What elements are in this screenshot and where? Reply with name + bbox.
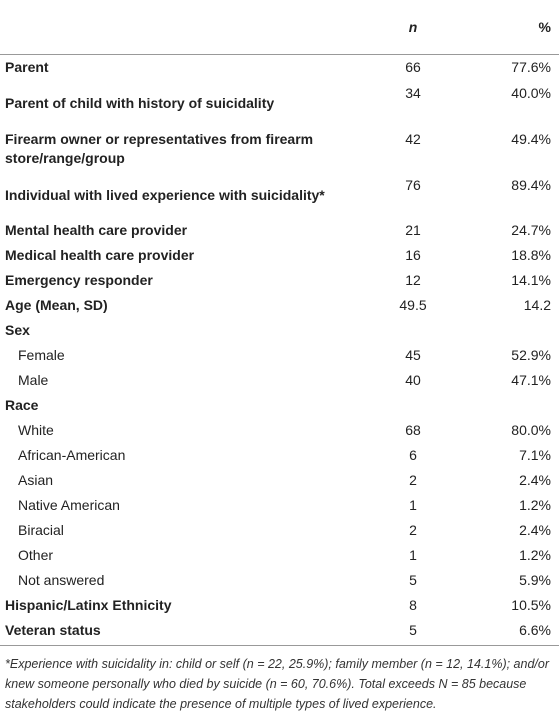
row-label: Firearm owner or representatives from fi…	[5, 131, 314, 166]
row-label: Mental health care provider	[5, 222, 188, 238]
table-row: Female 45 52.9%	[0, 343, 559, 368]
table-row: Parent 66 77.6%	[0, 55, 559, 81]
table-row: Parent of child with history of suicidal…	[0, 80, 559, 126]
percent-cell: 77.6%	[511, 59, 551, 75]
table-row: Veteran status 5 6.6%	[0, 618, 559, 643]
row-label: Asian	[18, 472, 54, 488]
percent-cell: 6.6%	[519, 622, 551, 638]
empty-cell	[478, 393, 559, 418]
row-label: Female	[18, 347, 65, 363]
percent-cell: 89.4%	[511, 177, 551, 193]
row-label: Not answered	[18, 572, 105, 588]
percent-cell: 2.4%	[519, 522, 551, 538]
table-row: Firearm owner or representatives from fi…	[0, 126, 559, 172]
header-row: n %	[0, 0, 559, 55]
count-cell: 1	[409, 497, 417, 513]
row-label: White	[18, 422, 54, 438]
percent-cell: 49.4%	[511, 131, 551, 147]
row-label: Parent of child with history of suicidal…	[5, 94, 275, 111]
percent-cell: 2.4%	[519, 472, 551, 488]
count-cell: 12	[405, 272, 421, 288]
percent-cell: 1.2%	[519, 497, 551, 513]
table-row: White 68 80.0%	[0, 418, 559, 443]
table-row: Sex	[0, 318, 559, 343]
table-row: Biracial 2 2.4%	[0, 518, 559, 543]
count-cell: 2	[409, 522, 417, 538]
percent-cell: 7.1%	[519, 447, 551, 463]
percent-cell: 10.5%	[511, 597, 551, 613]
table-row: Race	[0, 393, 559, 418]
row-label: Native American	[18, 497, 120, 513]
header-cell	[0, 0, 348, 55]
row-label: Race	[5, 397, 39, 413]
count-cell: 1	[409, 547, 417, 563]
table-row: Male 40 47.1%	[0, 368, 559, 393]
count-cell: 16	[405, 247, 421, 263]
table-row: Medical health care provider 16 18.8%	[0, 243, 559, 268]
stakeholder-table: n % Parent 66 77.6% Parent of child with hi…	[0, 0, 559, 644]
count-cell: 49.5	[399, 297, 427, 313]
row-label: Age (Mean, SD)	[5, 297, 108, 313]
row-label: African-American	[18, 447, 126, 463]
header-cell: n	[348, 0, 478, 55]
empty-cell	[478, 318, 559, 343]
percent-cell: 14.1%	[511, 272, 551, 288]
table-row: Age (Mean, SD) 49.5 14.2	[0, 293, 559, 318]
count-cell: 21	[405, 222, 421, 238]
table-row: Mental health care provider 21 24.7%	[0, 218, 559, 243]
table-row: African-American 6 7.1%	[0, 443, 559, 468]
row-label: Hispanic/Latinx Ethnicity	[5, 597, 172, 613]
table-row: Asian 2 2.4%	[0, 468, 559, 493]
percent-cell: 40.0%	[511, 85, 551, 101]
row-label: Emergency responder	[5, 272, 153, 288]
row-label: Biracial	[18, 522, 64, 538]
row-label: Sex	[5, 322, 30, 338]
row-label: Other	[18, 547, 54, 563]
count-cell: 5	[409, 572, 417, 588]
count-cell: 76	[405, 177, 421, 193]
count-cell: 6	[409, 447, 417, 463]
percent-cell: 18.8%	[511, 247, 551, 263]
header-cell: %	[478, 0, 559, 55]
count-cell: 34	[405, 85, 421, 101]
row-label: Individual with lived experience with su…	[5, 186, 325, 203]
percent-cell: 5.9%	[519, 572, 551, 588]
percent-cell: 14.2	[523, 297, 551, 313]
percent-cell: 47.1%	[511, 372, 551, 388]
row-label: Medical health care provider	[5, 247, 195, 263]
table-row: Emergency responder 12 14.1%	[0, 268, 559, 293]
row-label: Parent	[5, 59, 49, 75]
table-row: Other 1 1.2%	[0, 543, 559, 568]
count-cell: 40	[405, 372, 421, 388]
count-cell: 2	[409, 472, 417, 488]
footnote: *Experience with suicidality in: child o…	[0, 645, 559, 714]
table-row: Individual with lived experience with su…	[0, 172, 559, 218]
table-row: Not answered 5 5.9%	[0, 568, 559, 593]
count-cell: 42	[405, 131, 421, 147]
row-label: Veteran status	[5, 622, 101, 638]
count-cell: 45	[405, 347, 421, 363]
count-cell: 68	[405, 422, 421, 438]
count-cell: 5	[409, 622, 417, 638]
table-row: Native American 1 1.2%	[0, 493, 559, 518]
count-cell: 8	[409, 597, 417, 613]
empty-cell	[348, 393, 478, 418]
empty-cell	[348, 318, 478, 343]
percent-cell: 1.2%	[519, 547, 551, 563]
row-label: Male	[18, 372, 49, 388]
percent-cell: 24.7%	[511, 222, 551, 238]
table-body: Parent 66 77.6% Parent of child with histor…	[0, 55, 559, 644]
count-cell: 66	[405, 59, 421, 75]
percent-cell: 80.0%	[511, 422, 551, 438]
table-row: Hispanic/Latinx Ethnicity 8 10.5%	[0, 593, 559, 618]
percent-cell: 52.9%	[511, 347, 551, 363]
